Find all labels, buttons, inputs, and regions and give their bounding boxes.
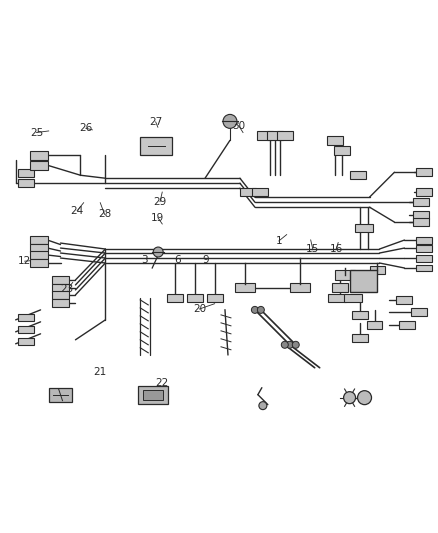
Text: 3: 3 bbox=[141, 255, 148, 264]
Bar bbox=[140, 138, 172, 155]
Bar bbox=[138, 386, 168, 403]
Bar bbox=[18, 314, 34, 321]
Bar bbox=[52, 284, 70, 292]
Text: 15: 15 bbox=[306, 245, 319, 254]
Bar bbox=[413, 218, 429, 226]
Text: 20: 20 bbox=[193, 304, 206, 314]
Bar bbox=[352, 311, 367, 319]
Bar bbox=[327, 136, 343, 145]
Bar bbox=[277, 131, 293, 140]
Bar bbox=[52, 299, 70, 307]
Bar bbox=[417, 188, 432, 196]
Bar bbox=[350, 171, 366, 179]
Circle shape bbox=[251, 306, 258, 313]
Circle shape bbox=[223, 115, 237, 128]
Bar bbox=[30, 251, 48, 259]
Bar bbox=[207, 294, 223, 302]
Bar bbox=[30, 244, 48, 252]
Bar bbox=[370, 265, 385, 274]
Bar bbox=[411, 308, 427, 316]
Bar bbox=[30, 259, 48, 267]
Text: 29: 29 bbox=[153, 197, 167, 207]
Circle shape bbox=[357, 391, 371, 405]
Bar bbox=[396, 296, 413, 304]
Bar bbox=[252, 188, 268, 196]
Bar bbox=[52, 276, 70, 284]
Text: 19: 19 bbox=[151, 213, 165, 223]
Circle shape bbox=[259, 402, 267, 410]
Text: 28: 28 bbox=[98, 209, 111, 220]
Bar bbox=[413, 211, 429, 219]
Circle shape bbox=[286, 341, 293, 348]
Bar bbox=[399, 321, 415, 329]
Bar bbox=[332, 284, 348, 293]
Circle shape bbox=[292, 341, 299, 348]
Bar bbox=[167, 294, 183, 302]
Text: 22: 22 bbox=[155, 378, 169, 389]
Circle shape bbox=[281, 341, 288, 348]
Bar bbox=[187, 294, 203, 302]
Text: 30: 30 bbox=[232, 120, 245, 131]
Text: 1: 1 bbox=[276, 236, 282, 246]
Bar bbox=[240, 188, 256, 196]
Bar bbox=[30, 236, 48, 244]
Bar bbox=[49, 387, 72, 402]
Bar bbox=[235, 284, 255, 293]
Text: 12: 12 bbox=[18, 256, 32, 266]
Bar bbox=[335, 270, 355, 280]
Bar bbox=[18, 169, 34, 177]
Bar bbox=[18, 179, 34, 187]
Bar bbox=[413, 198, 429, 206]
Bar bbox=[367, 321, 382, 329]
Bar bbox=[30, 161, 48, 169]
Bar bbox=[30, 151, 48, 160]
Bar bbox=[417, 255, 432, 262]
Text: 23: 23 bbox=[60, 285, 74, 294]
Bar bbox=[257, 131, 273, 140]
Bar bbox=[334, 146, 350, 155]
Bar bbox=[417, 168, 432, 176]
Circle shape bbox=[258, 306, 265, 313]
Circle shape bbox=[153, 247, 163, 257]
Bar bbox=[328, 294, 346, 302]
Text: 25: 25 bbox=[30, 127, 43, 138]
Bar bbox=[417, 245, 432, 252]
Text: 27: 27 bbox=[149, 117, 162, 127]
Text: 26: 26 bbox=[79, 123, 92, 133]
Bar bbox=[417, 237, 432, 244]
Bar bbox=[343, 294, 361, 302]
Bar bbox=[18, 338, 34, 345]
Text: 6: 6 bbox=[174, 255, 181, 264]
Text: 16: 16 bbox=[329, 245, 343, 254]
Text: 24: 24 bbox=[71, 206, 84, 216]
Bar bbox=[290, 284, 310, 293]
Bar bbox=[52, 291, 70, 299]
Bar bbox=[355, 224, 372, 232]
Text: 9: 9 bbox=[203, 255, 209, 264]
Bar bbox=[18, 326, 34, 333]
Text: 21: 21 bbox=[94, 367, 107, 377]
Bar bbox=[350, 270, 378, 292]
Bar bbox=[267, 131, 283, 140]
Bar bbox=[352, 334, 367, 342]
Bar bbox=[143, 390, 163, 400]
Circle shape bbox=[343, 392, 356, 403]
Bar bbox=[417, 264, 432, 271]
